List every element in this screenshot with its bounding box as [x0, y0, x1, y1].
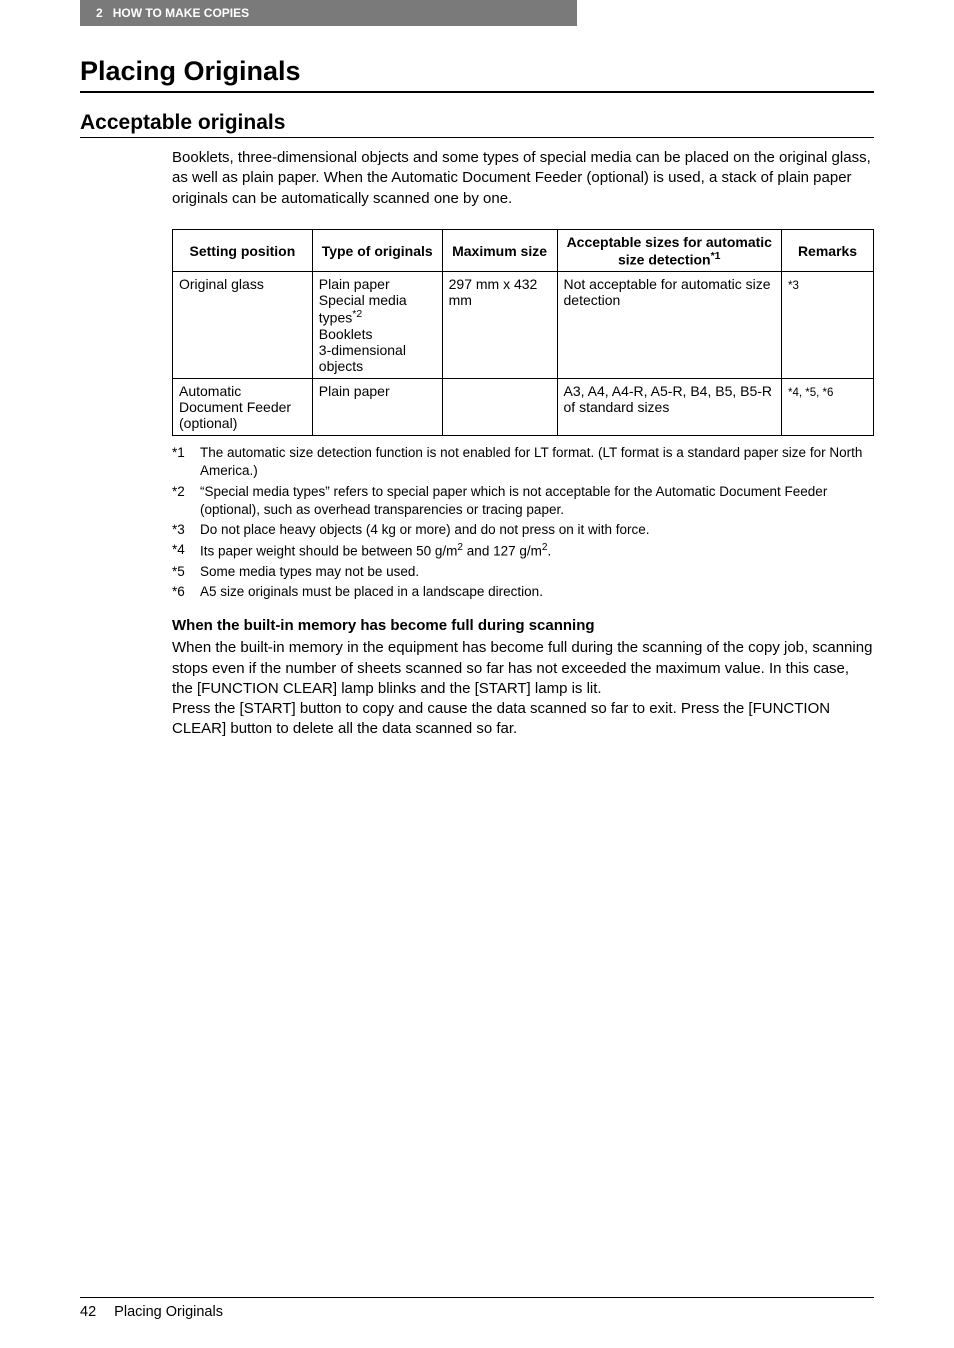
footer-text: 42 Placing Originals: [80, 1304, 874, 1320]
footer-rule: [80, 1297, 874, 1298]
footnote-text: Its paper weight should be between 50 g/…: [200, 541, 874, 561]
chapter-header: 2 HOW TO MAKE COPIES: [80, 0, 577, 26]
footnote-text: The automatic size detection function is…: [200, 444, 874, 480]
cell-setting: Automatic Document Feeder (optional): [173, 379, 313, 436]
section-heading: Acceptable originals: [80, 111, 874, 135]
cell-type: Plain paper Special media types*2 Bookle…: [312, 272, 442, 379]
footnote-key: *5: [172, 563, 200, 581]
cell-sizes: Not acceptable for automatic size detect…: [557, 272, 782, 379]
footnote: *3 Do not place heavy objects (4 kg or m…: [172, 521, 874, 539]
footnote-key: *6: [172, 583, 200, 601]
th-remarks: Remarks: [782, 229, 874, 272]
th-sizes-sup: *1: [711, 250, 721, 262]
footnote: *2 “Special media types” refers to speci…: [172, 483, 874, 519]
cell-remarks-text: *3: [788, 280, 799, 292]
cell-type-sup: *2: [352, 308, 362, 320]
cell-remarks-text: *4, *5, *6: [788, 387, 833, 399]
footnote-key: *2: [172, 483, 200, 519]
title-rule: [80, 91, 874, 93]
cell-setting: Original glass: [173, 272, 313, 379]
page-number: 42: [80, 1304, 96, 1320]
table-header-row: Setting position Type of originals Maxim…: [173, 229, 874, 272]
footnote-seg: Its paper weight should be between 50 g/…: [200, 544, 457, 559]
cell-max: [442, 379, 557, 436]
chapter-number: 2: [96, 6, 103, 20]
originals-table: Setting position Type of originals Maxim…: [172, 229, 874, 436]
cell-max: 297 mm x 432 mm: [442, 272, 557, 379]
table-row: Original glass Plain paper Special media…: [173, 272, 874, 379]
footnote: *1 The automatic size detection function…: [172, 444, 874, 480]
footnote-text: A5 size originals must be placed in a la…: [200, 583, 874, 601]
cell-type-line: Special media types: [319, 292, 407, 326]
footnote-seg: .: [547, 544, 551, 559]
cell-type-line: Booklets: [319, 326, 373, 342]
section-rule: [80, 137, 874, 138]
footnote-key: *3: [172, 521, 200, 539]
footnote-text: “Special media types” refers to special …: [200, 483, 874, 519]
page-footer: 42 Placing Originals: [80, 1297, 874, 1320]
footer-section: Placing Originals: [114, 1304, 223, 1320]
footnote-seg: and 127 g/m: [463, 544, 542, 559]
chapter-title: HOW TO MAKE COPIES: [113, 6, 249, 20]
footnote-text: Do not place heavy objects (4 kg or more…: [200, 521, 874, 539]
th-setting: Setting position: [173, 229, 313, 272]
cell-remarks: *3: [782, 272, 874, 379]
table-row: Automatic Document Feeder (optional) Pla…: [173, 379, 874, 436]
footnote-key: *4: [172, 541, 200, 561]
footnote: *6 A5 size originals must be placed in a…: [172, 583, 874, 601]
th-sizes-text: Acceptable sizes for automatic size dete…: [567, 234, 772, 268]
cell-sizes: A3, A4, A4-R, A5-R, B4, B5, B5-R of stan…: [557, 379, 782, 436]
page-title: Placing Originals: [80, 56, 874, 87]
intro-paragraph: Booklets, three-dimensional objects and …: [172, 148, 874, 209]
cell-type-line: Plain paper: [319, 276, 390, 292]
footnote-key: *1: [172, 444, 200, 480]
footnote-text: Some media types may not be used.: [200, 563, 874, 581]
cell-remarks: *4, *5, *6: [782, 379, 874, 436]
footnote: *5 Some media types may not be used.: [172, 563, 874, 581]
subsection-body: When the built-in memory in the equipmen…: [172, 638, 874, 739]
footnotes: *1 The automatic size detection function…: [172, 444, 874, 601]
cell-type: Plain paper: [312, 379, 442, 436]
th-type: Type of originals: [312, 229, 442, 272]
th-sizes: Acceptable sizes for automatic size dete…: [557, 229, 782, 272]
th-max: Maximum size: [442, 229, 557, 272]
cell-type-line: 3-dimensional objects: [319, 342, 406, 374]
footnote: *4 Its paper weight should be between 50…: [172, 541, 874, 561]
subsection-heading: When the built-in memory has become full…: [172, 617, 874, 634]
